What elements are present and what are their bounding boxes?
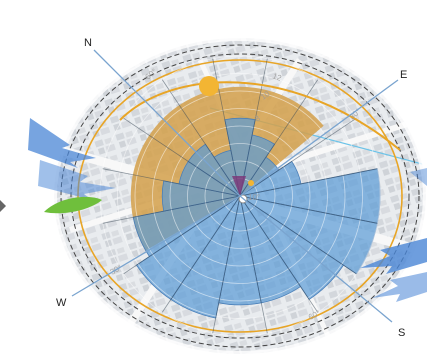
grid-ring	[99, 55, 381, 337]
compass-south: S	[398, 327, 405, 339]
grid-radial	[123, 117, 241, 197]
grid-radial	[102, 168, 241, 197]
polar-grid	[99, 55, 381, 337]
grid-radial	[161, 79, 241, 197]
grid-radial	[239, 195, 378, 224]
grid-radial	[239, 195, 357, 275]
wind-arrows-west	[0, 118, 116, 212]
grid-radial	[239, 117, 357, 197]
grid-radial	[239, 79, 319, 197]
vegetation-icon	[44, 196, 102, 214]
grid-radial	[239, 195, 319, 313]
ring-label: 10°	[248, 193, 260, 202]
grid-ring	[169, 125, 311, 267]
grid-radial	[239, 195, 268, 334]
grid-radial	[102, 195, 241, 224]
grid-ring	[187, 143, 293, 249]
ring-label: 8	[253, 113, 262, 123]
grid-radial	[212, 195, 241, 334]
grid-ring	[152, 108, 328, 284]
wind-arrows-east	[360, 168, 427, 302]
compass-east: E	[400, 69, 407, 81]
grid-ring	[117, 73, 363, 319]
compass-west: W	[56, 297, 67, 309]
sun-icon	[199, 76, 219, 96]
grid-radial	[123, 195, 241, 275]
grid-radial	[239, 58, 268, 197]
sun-path-arc	[119, 81, 401, 151]
grid-radial	[239, 168, 378, 197]
grid-radial	[161, 195, 241, 313]
ring-label: 12	[271, 71, 283, 83]
grid-ring	[134, 90, 346, 302]
grid-ring	[204, 160, 276, 232]
compass-north: N	[84, 37, 92, 49]
compass-lines	[71, 49, 399, 323]
